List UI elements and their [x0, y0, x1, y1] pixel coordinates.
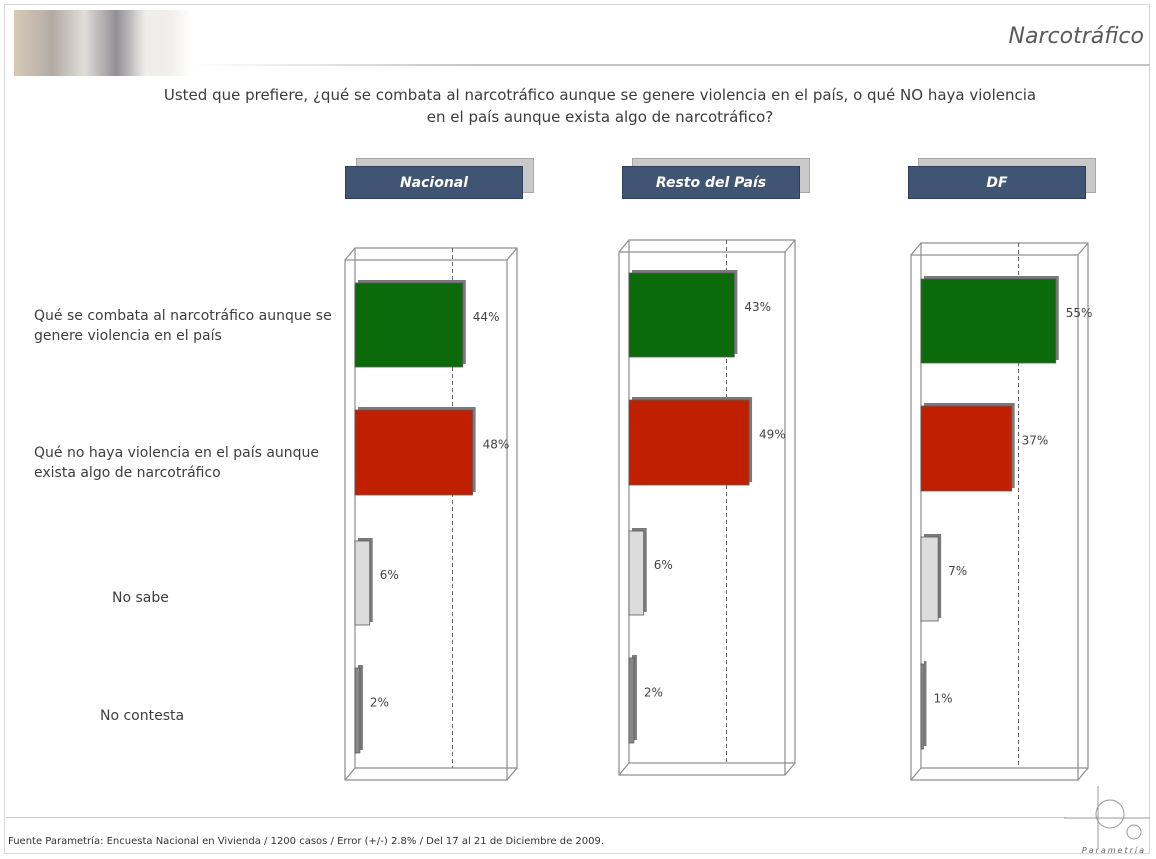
chart-resto-del-pais-bar-shadow-3 [632, 655, 637, 740]
chart-resto-del-pais-value-label-0: 43% [744, 300, 771, 314]
footer-rule [6, 817, 1066, 818]
chart-resto-del-pais-value-label-1: 49% [759, 428, 786, 442]
chart-df-frame-edge-bl [910, 767, 922, 781]
chart-resto-del-pais-frame-front [618, 251, 786, 776]
tab-resto-del-pais: Resto del País [622, 166, 800, 199]
tab-df: DF [908, 166, 1086, 199]
chart-nacional-frame-edge-br [506, 767, 518, 781]
survey-question: Usted que prefiere, ¿qué se combata al n… [163, 86, 1037, 126]
header-rule [190, 64, 1150, 66]
header-photo [14, 10, 190, 76]
chart-df-bar-1 [920, 405, 1013, 492]
row-label-no-violencia: Qué no haya violencia en el país aunque … [34, 445, 320, 481]
chart-df-value-label-3: 1% [933, 692, 952, 706]
chart-resto-del-pais-bar-0 [628, 272, 735, 358]
chart-nacional-frame-edge-tr [506, 247, 518, 261]
chart-nacional-bar-shadow-3 [358, 665, 363, 750]
chart-df-bar-2 [920, 536, 939, 622]
chart-nacional-frame-edge-bl [344, 767, 356, 781]
chart-nacional-frame-edge-tl [344, 247, 356, 261]
chart-resto-del-pais-frame-edge-bl [618, 762, 630, 776]
row-label-no-contesta: No contesta [100, 708, 185, 724]
chart-resto-del-pais-bar-1 [628, 399, 750, 486]
chart-resto-del-pais-frame-edge-tr [784, 239, 796, 253]
chart-df-value-label-1: 37% [1022, 434, 1049, 448]
chart-df-frame-edge-br [1077, 767, 1089, 781]
row-label-no-sabe: No sabe [112, 590, 169, 606]
chart-nacional-value-label-0: 44% [473, 310, 500, 324]
chart-resto-del-pais-bar-2 [628, 530, 645, 616]
logo-text: Parametría [1081, 846, 1146, 855]
chart-nacional-frame-back [354, 247, 518, 769]
chart-nacional-bar-0 [354, 282, 464, 368]
chart-nacional-bar-3 [354, 667, 361, 754]
chart-nacional-value-label-3: 2% [370, 696, 389, 710]
chart-df-frame-front [910, 254, 1079, 781]
chart-resto-del-pais-value-label-3: 2% [644, 686, 663, 700]
chart-df-value-label-0: 55% [1066, 306, 1093, 320]
chart-df-frame-edge-tr [1077, 242, 1089, 256]
chart-df-bar-0 [920, 278, 1057, 364]
chart-df-bar-3 [920, 663, 924, 750]
chart-df-frame-back [920, 242, 1089, 769]
chart-nacional-value-label-1: 48% [483, 438, 510, 452]
chart-resto-del-pais-value-label-2: 6% [654, 558, 673, 572]
row-label-combata: Qué se combata al narcotráfico aunque se… [34, 308, 332, 344]
chart-resto-del-pais-bar-3 [628, 657, 635, 744]
chart-df-value-label-2: 7% [948, 564, 967, 578]
chart-resto-del-pais-frame-back [628, 239, 796, 764]
footer-source: Fuente Parametría: Encuesta Nacional en … [8, 836, 605, 847]
chart-df-bar-shadow-3 [924, 661, 927, 746]
chart-resto-del-pais-frame-edge-br [784, 762, 796, 776]
chart-df-frame-edge-tl [910, 242, 922, 256]
slide-frame [4, 4, 1150, 854]
chart-resto-del-pais-frame-edge-tl [618, 239, 630, 253]
chart-nacional-bar-2 [354, 540, 371, 626]
chart-nacional-value-label-2: 6% [380, 568, 399, 582]
tab-nacional: Nacional [345, 166, 523, 199]
chart-nacional-frame-front [344, 259, 508, 781]
topic-title: Narcotráfico [1008, 24, 1144, 49]
chart-nacional-bar-1 [354, 409, 473, 496]
